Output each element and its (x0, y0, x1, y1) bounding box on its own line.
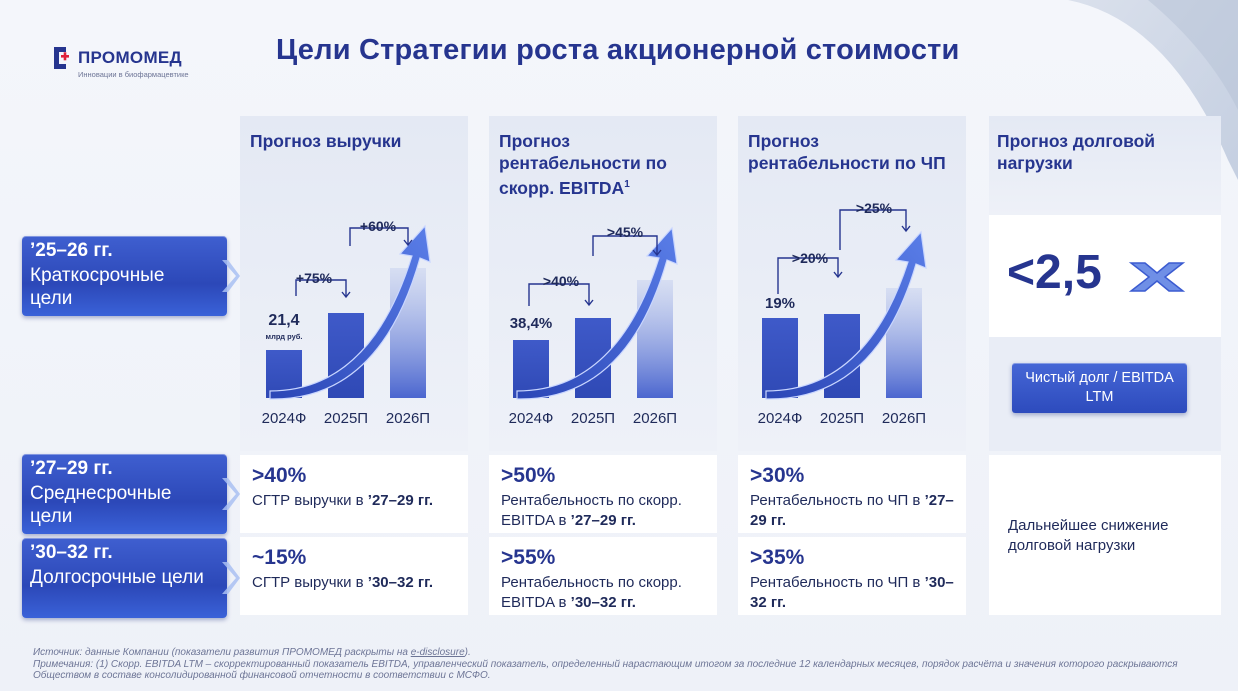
x-label-2024: 2024Ф (261, 410, 307, 427)
e-disclosure-link[interactable]: e-disclosure (410, 647, 465, 658)
row-years: ’27–29 гг. (30, 458, 113, 479)
x-label-2024: 2024Ф (757, 410, 803, 427)
note-line: Примечания: (1) Скорр. EBITDA LTM – скор… (33, 658, 1178, 682)
brand-logo: ПРОМОМЕД Инновации в биофармацевтике (52, 40, 222, 86)
growth-label-2: >25% (856, 200, 893, 216)
long-term-value: >35% (750, 546, 805, 569)
brand-tagline: Инновации в биофармацевтике (78, 70, 189, 79)
mid-term-text: Рентабельность по скорр. EBITDA в ’27–29… (501, 492, 682, 529)
long-term-value: ~15% (252, 546, 307, 569)
long-term-ebitda: >55% Рентабельность по скорр. EBITDA в ’… (489, 537, 717, 615)
long-term-value: >55% (501, 546, 556, 569)
bar-2026 (637, 280, 673, 398)
chevron-right-icon (222, 562, 240, 594)
growth-bracket-2 (349, 227, 409, 246)
debt-long-term-text: Дальнейшее снижение долговой нагрузки (1008, 517, 1169, 554)
long-term-text: Рентабельность по скорр. EBITDA в ’30–32… (501, 574, 682, 611)
row-tag-mid-term: ’27–29 гг. Среднесрочные цели (22, 454, 227, 534)
growth-bracket-2 (592, 235, 658, 256)
mid-term-text: Рентабельность по ЧП в ’27–29 гг. (750, 492, 954, 529)
multiplier-x-icon (1128, 262, 1186, 292)
growth-label-2: >45% (607, 224, 644, 240)
x-label-2024: 2024Ф (508, 410, 554, 427)
long-term-revenue: ~15% СГТР выручки в ’30–32 гг. (240, 537, 468, 615)
growth-arrow (269, 224, 431, 400)
row-label: Краткосрочные цели (30, 265, 165, 309)
growth-bracket-1 (295, 279, 347, 296)
growth-bracket-1 (777, 257, 839, 294)
bar-label-2024: 19% (765, 295, 795, 312)
column-header: Прогноз рентабельности по ЧП (748, 131, 946, 173)
x-label-2025: 2025П (323, 410, 369, 427)
row-label: Среднесрочные цели (30, 483, 172, 527)
column-header: Прогноз выручки (250, 131, 402, 151)
row-years: ’25–26 гг. (30, 240, 113, 261)
source-line: Источник: данные Компании (показатели ра… (33, 647, 471, 658)
column-debt: Прогноз долговой нагрузки (989, 116, 1221, 216)
long-term-net-profit: >35% Рентабельность по ЧП в ’30–32 гг. (738, 537, 966, 615)
growth-bracket-2 (839, 209, 907, 250)
growth-arrow (516, 226, 678, 400)
debt-long-term-cell: Дальнейшее снижение долговой нагрузки (989, 455, 1221, 615)
long-term-text: Рентабельность по ЧП в ’30–32 гг. (750, 574, 954, 611)
column-net-profit: Прогноз рентабельности по ЧП 19% >20% >2… (738, 116, 966, 451)
chevron-right-icon (222, 260, 240, 292)
x-label-2026: 2026П (632, 410, 678, 427)
long-term-text: СГТР выручки в ’30–32 гг. (252, 574, 433, 591)
footnote: Источник: данные Компании (показатели ра… (33, 647, 1228, 682)
mid-term-value: >40% (252, 464, 307, 487)
debt-value: <2,5 (1007, 246, 1102, 299)
row-tag-short-term: ’25–26 гг. Краткосрочные цели (22, 236, 227, 316)
x-label-2026: 2026П (881, 410, 927, 427)
net-profit-chart: 19% >20% >25% (762, 200, 927, 400)
mid-term-value: >50% (501, 464, 556, 487)
row-label: Долгосрочные цели (30, 567, 204, 588)
row-tag-long-term: ’30–32 гг. Долгосрочные цели (22, 538, 227, 618)
mid-term-net-profit: >30% Рентабельность по ЧП в ’27–29 гг. (738, 455, 966, 533)
mid-term-revenue: >40% СГТР выручки в ’27–29 гг. (240, 455, 468, 533)
mid-term-value: >30% (750, 464, 805, 487)
mid-term-text: СГТР выручки в ’27–29 гг. (252, 492, 433, 509)
growth-label-1: >20% (792, 250, 829, 266)
growth-label-2: +60% (360, 218, 397, 234)
debt-target: <2,5 (989, 215, 1221, 337)
growth-label-1: >40% (543, 273, 580, 289)
column-header: Прогноз долговой нагрузки (997, 131, 1156, 173)
bar-label-2024: 21,4 (268, 312, 299, 329)
growth-arrow (765, 230, 927, 400)
growth-bracket-1 (528, 283, 590, 306)
mid-term-ebitda: >50% Рентабельность по скорр. EBITDA в ’… (489, 455, 717, 533)
page-title: Цели Стратегии роста акционерной стоимос… (276, 34, 960, 66)
bar-label-2024: 38,4% (510, 315, 553, 332)
chevron-right-icon (222, 478, 240, 510)
growth-label-1: +75% (296, 270, 333, 286)
bar-unit-2024: млрд руб. (266, 332, 303, 341)
row-years: ’30–32 гг. (30, 542, 113, 563)
column-ebitda: Прогноз рентабельности по скорр. EBITDA1… (489, 116, 717, 451)
x-label-2026: 2026П (385, 410, 431, 427)
x-label-2025: 2025П (819, 410, 865, 427)
bar-2024 (762, 318, 798, 398)
revenue-chart: 21,4 млрд руб. +75% +60% (266, 218, 431, 400)
column-revenue: Прогноз выручки 21,4 млрд руб. +75% +60%… (240, 116, 468, 451)
x-label-2025: 2025П (570, 410, 616, 427)
debt-metric-label: Чистый долг / EBITDA LTM (1012, 363, 1187, 413)
ebitda-chart: 38,4% >40% >45% (510, 224, 678, 400)
column-header: Прогноз рентабельности по скорр. EBITDA1 (499, 131, 667, 198)
logo-icon (54, 47, 69, 69)
brand-name: ПРОМОМЕД (78, 48, 182, 67)
